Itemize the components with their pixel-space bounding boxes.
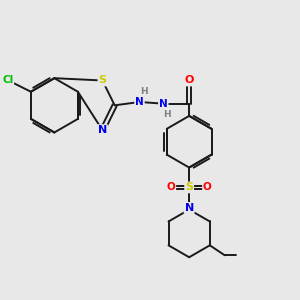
Text: N: N [184, 203, 194, 213]
Text: S: S [98, 76, 106, 85]
Text: O: O [184, 76, 194, 85]
Text: H: H [164, 110, 171, 119]
Text: O: O [203, 182, 212, 192]
Text: O: O [167, 182, 175, 192]
Text: N: N [98, 125, 107, 135]
Text: Cl: Cl [2, 75, 13, 85]
Text: H: H [140, 87, 147, 96]
Text: S: S [185, 182, 193, 192]
Text: N: N [159, 99, 168, 109]
Text: N: N [135, 97, 144, 107]
